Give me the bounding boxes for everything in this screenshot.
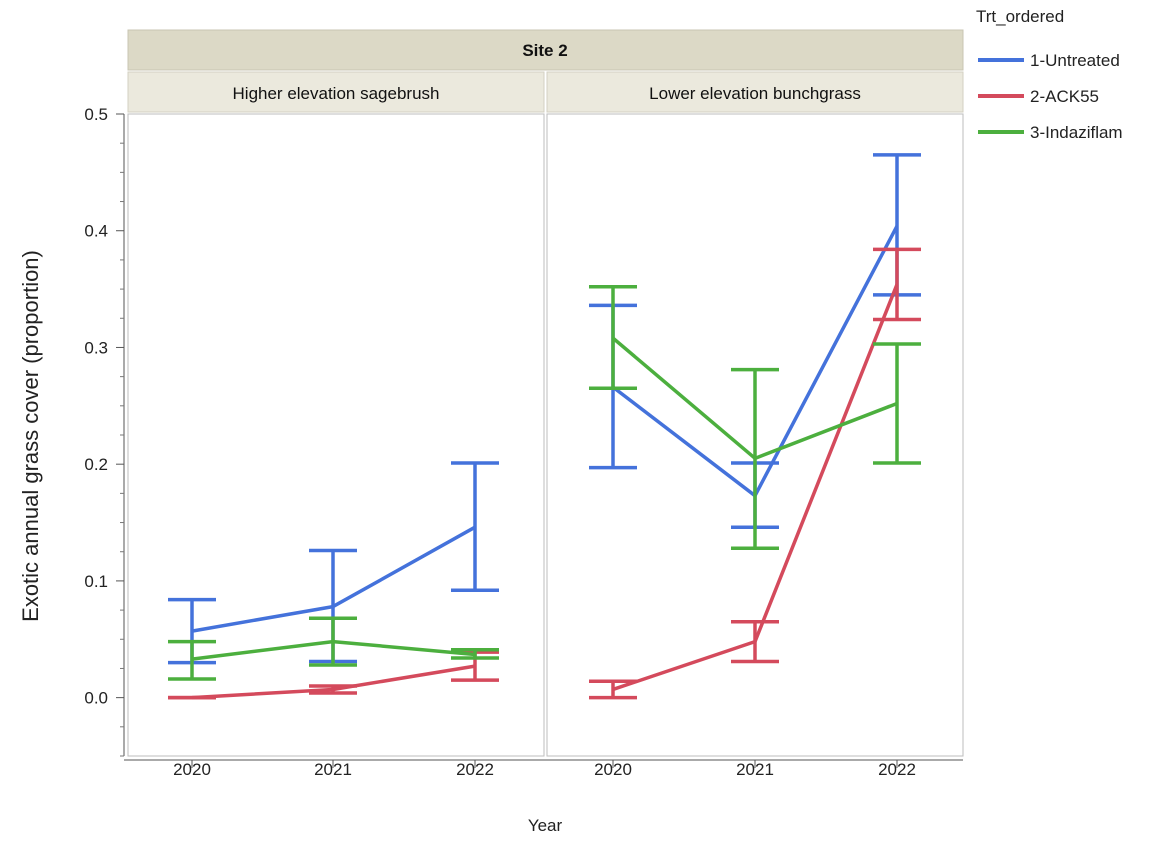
- site-title: Site 2: [522, 41, 567, 60]
- x-tick-label: 2020: [594, 760, 632, 779]
- y-tick-label: 0.0: [84, 689, 108, 708]
- legend-label: 1-Untreated: [1030, 51, 1120, 70]
- panel-title-right: Lower elevation bunchgrass: [649, 84, 861, 103]
- error-bar: [451, 461, 499, 592]
- panel-frame-left: [127, 113, 545, 757]
- series-line: [191, 664, 476, 700]
- facet-strips: Site 2 Higher elevation sagebrush Lower …: [127, 29, 964, 113]
- y-axis-title: Exotic annual grass cover (proportion): [18, 250, 43, 622]
- legend-item: 2-ACK55: [978, 87, 1099, 106]
- y-tick-label: 0.3: [84, 338, 108, 357]
- y-tick-label: 0.1: [84, 572, 108, 591]
- legend-item: 3-Indaziflam: [978, 123, 1123, 142]
- series-line: [612, 283, 899, 692]
- error-bar: [168, 639, 216, 681]
- legend-title: Trt_ordered: [976, 7, 1064, 26]
- legend-label: 3-Indaziflam: [1030, 123, 1123, 142]
- plot-panel-left: [168, 461, 499, 700]
- y-tick-label: 0.4: [84, 222, 108, 241]
- legend-item: 1-Untreated: [978, 51, 1120, 70]
- x-tick-label: 2020: [173, 760, 211, 779]
- x-tick-label: 2021: [314, 760, 352, 779]
- series-line: [611, 336, 898, 461]
- legend-label: 2-ACK55: [1030, 87, 1099, 106]
- x-tick-label: 2022: [878, 760, 916, 779]
- error-bar: [589, 285, 637, 391]
- y-tick-label: 0.5: [84, 105, 108, 124]
- y-axis: 0.0 0.1 0.2 0.3 0.4 0.5: [84, 105, 125, 757]
- panel-frame-right: [546, 113, 964, 757]
- series-line: [191, 639, 476, 661]
- x-tick-label: 2021: [736, 760, 774, 779]
- series-line: [191, 525, 476, 633]
- panel-title-left: Higher elevation sagebrush: [233, 84, 440, 103]
- panel-strip-right: [546, 71, 964, 113]
- legend-items: 1-Untreated 2-ACK55 3-Indaziflam: [978, 51, 1123, 142]
- x-axis-title: Year: [528, 816, 563, 835]
- plot-panel-right: [589, 153, 921, 700]
- legend: Trt_ordered 1-Untreated 2-ACK55 3-Indazifl…: [976, 7, 1123, 142]
- site-strip: [127, 29, 964, 71]
- y-tick-label: 0.2: [84, 455, 108, 474]
- panel-strip-left: [127, 71, 545, 113]
- x-axis: 2020 2021 2022 2020 2021 2022: [124, 759, 963, 779]
- x-tick-label: 2022: [456, 760, 494, 779]
